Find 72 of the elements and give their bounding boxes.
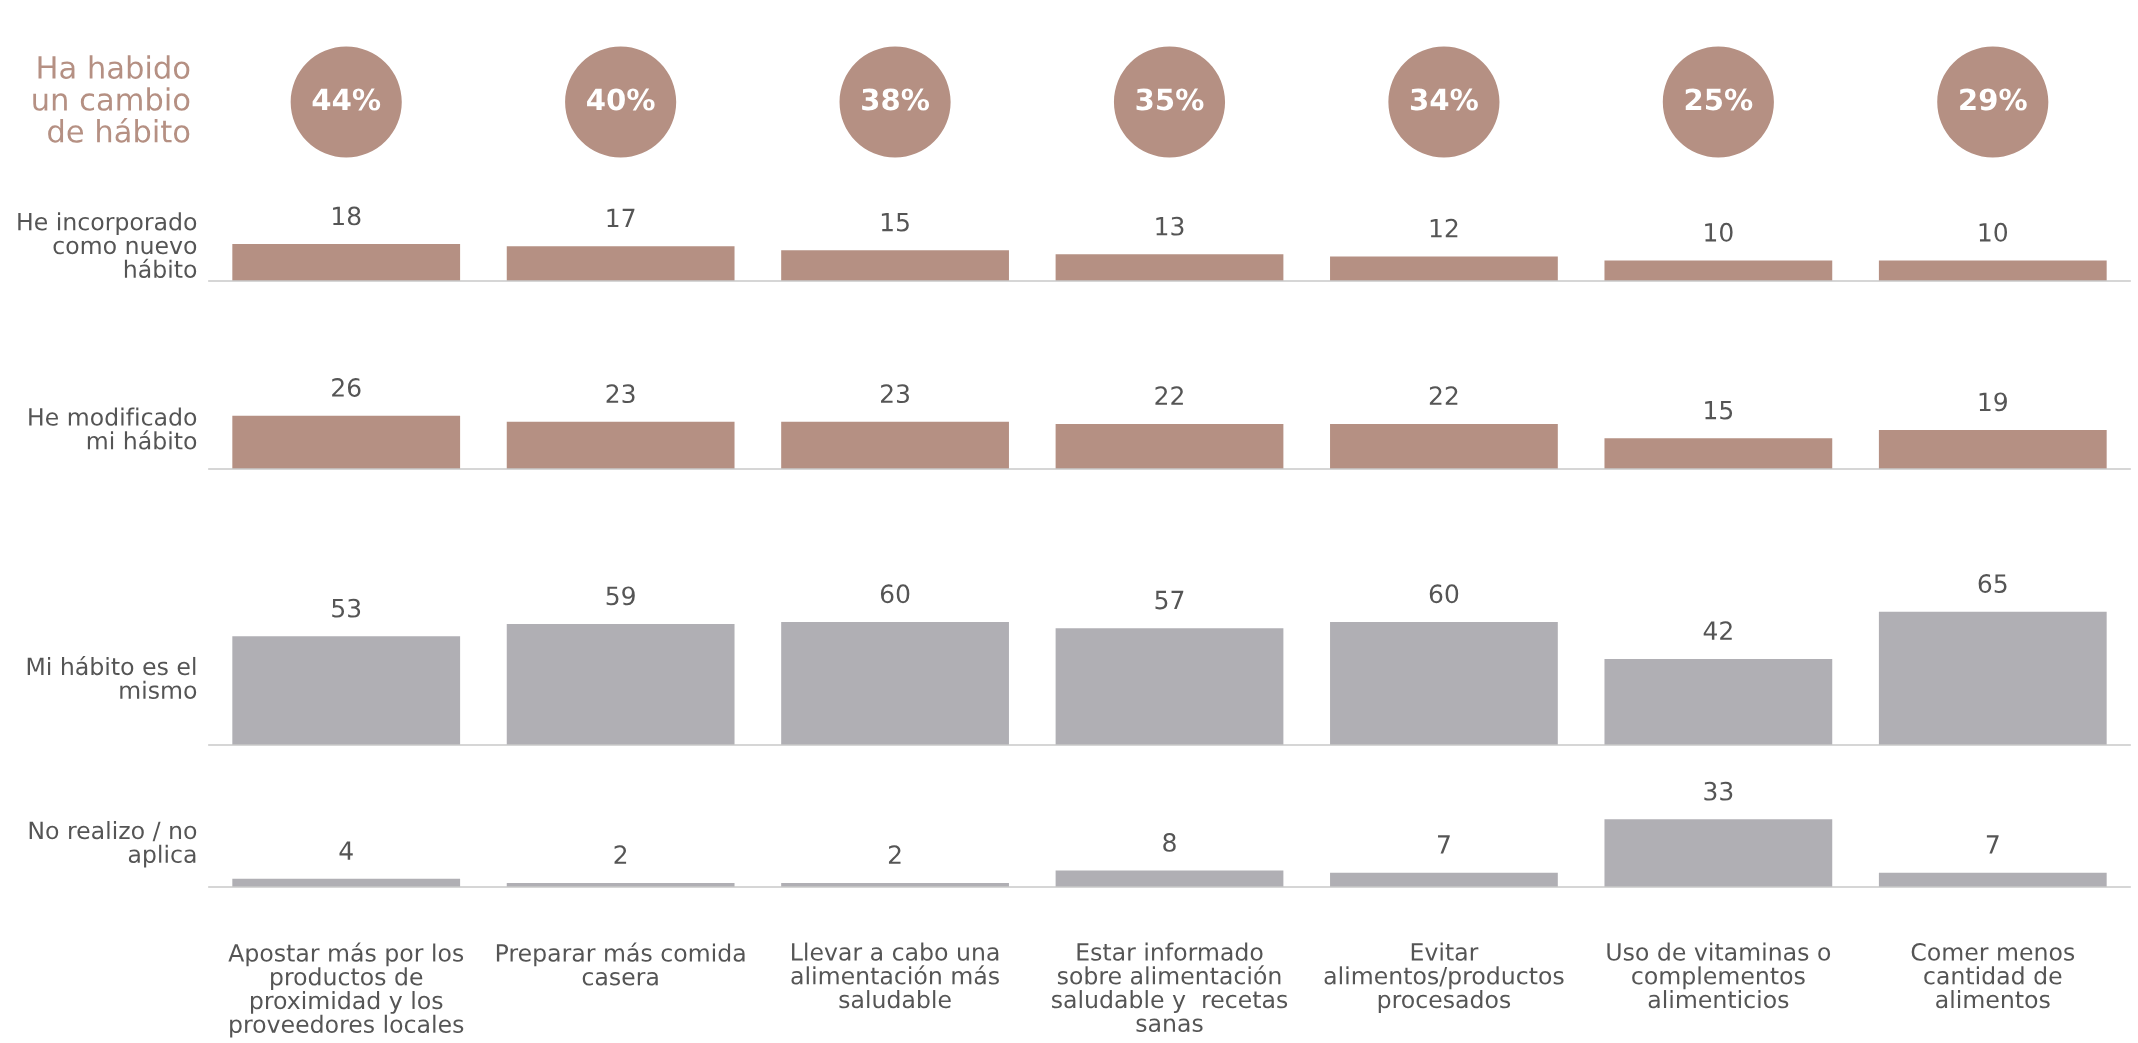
- data-label: 2: [888, 845, 901, 864]
- x-tick-label: Evitar alimentos/productos procesados: [1324, 942, 1564, 1013]
- text: 40%: [587, 88, 655, 111]
- x-tick-label: Uso de vitaminas o complementos alimenticios: [1607, 942, 1831, 1009]
- bar: [232, 415, 461, 469]
- data-label: 23: [606, 384, 635, 404]
- data-label: 65: [1978, 574, 2007, 594]
- bar: [1604, 260, 1833, 281]
- text: 35%: [1136, 88, 1204, 111]
- bar: [781, 250, 1009, 281]
- text: 29%: [1960, 88, 2027, 111]
- data-label: 33: [1704, 781, 1733, 801]
- text: 38%: [862, 88, 930, 111]
- bar: [1055, 628, 1284, 745]
- y-axis-title: He incorporado como nuevo hábito: [18, 212, 197, 278]
- y-axis-title: He modificado mi hábito: [29, 407, 197, 450]
- data-label: 18: [333, 206, 361, 226]
- x-tick-label: Estar informado sobre alimentación saludable y recetas sanas: [1052, 942, 1288, 1033]
- data-label: 19: [1979, 392, 2007, 412]
- bar: [1055, 254, 1284, 281]
- data-label: 15: [881, 212, 909, 232]
- data-label: 17: [607, 208, 635, 228]
- data-label: 23: [881, 384, 909, 404]
- data-label: 53: [332, 598, 361, 618]
- data-label: 22: [1155, 386, 1183, 405]
- bar: [1604, 438, 1833, 469]
- data-label: 7: [1986, 835, 1999, 854]
- bar: [1878, 260, 2107, 281]
- bar: [1878, 611, 2107, 745]
- data-label: 15: [1705, 400, 1733, 420]
- data-label: 2: [614, 845, 627, 864]
- bar: [1604, 819, 1833, 887]
- x-tick-label: Preparar más comida casera: [496, 942, 745, 986]
- bar: [1055, 870, 1284, 887]
- y-axis-title: No realizo / no aplica: [29, 821, 197, 868]
- bar: [1878, 872, 2107, 887]
- data-label: 60: [880, 584, 910, 604]
- data-label: 60: [1429, 584, 1459, 604]
- text: 34%: [1410, 88, 1478, 111]
- data-label: 10: [1979, 222, 2008, 242]
- data-label: 8: [1163, 832, 1176, 852]
- y-axis-title: Mi hábito es el mismo: [27, 656, 197, 699]
- bar: [1330, 423, 1558, 469]
- bar: [506, 421, 735, 469]
- data-label: 26: [332, 378, 361, 397]
- data-label: 22: [1429, 386, 1458, 405]
- x-tick-label: Comer menos cantidad de alimentos: [1911, 942, 2075, 1009]
- text: 25%: [1685, 88, 1753, 111]
- text: Ha habido un cambio de hábito: [33, 55, 190, 143]
- bar: [1330, 872, 1558, 887]
- bar: [506, 246, 735, 281]
- bar: [1330, 622, 1558, 745]
- data-label: 10: [1705, 222, 1733, 242]
- bar: [1330, 256, 1558, 281]
- bar: [781, 421, 1009, 469]
- data-label: 13: [1156, 216, 1184, 236]
- bar: [781, 622, 1009, 745]
- data-label: 59: [606, 586, 635, 606]
- bar: [1055, 423, 1284, 469]
- data-label: 7: [1438, 835, 1450, 854]
- bar: [1604, 658, 1833, 745]
- data-label: 42: [1703, 621, 1732, 640]
- x-tick-label: Llevar a cabo una alimentación más saludable: [791, 942, 999, 1009]
- data-label: 4: [339, 841, 353, 860]
- bar: [1878, 430, 2107, 469]
- bar: [506, 624, 735, 745]
- x-tick-label: Apostar más por los productos de proximidad y los proveedores locales: [228, 942, 464, 1038]
- data-label: 12: [1430, 218, 1458, 238]
- text: 44%: [312, 88, 381, 111]
- bar: [232, 636, 461, 745]
- bar: [232, 244, 461, 281]
- data-label: 57: [1155, 590, 1184, 610]
